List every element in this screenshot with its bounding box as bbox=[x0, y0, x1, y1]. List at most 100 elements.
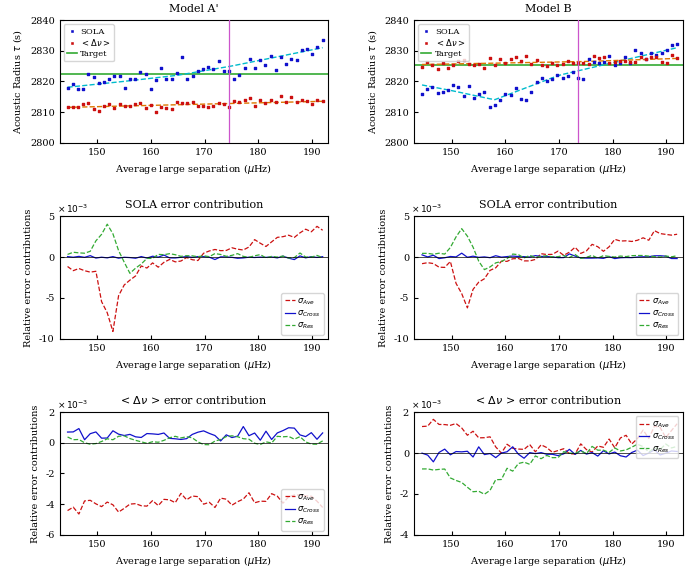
Point bbox=[88, 72, 99, 82]
Point bbox=[88, 105, 99, 114]
X-axis label: Average large separation ($\mu$Hz): Average large separation ($\mu$Hz) bbox=[116, 554, 272, 568]
Point bbox=[223, 102, 235, 112]
Point bbox=[83, 70, 94, 79]
Point bbox=[108, 71, 120, 80]
Point bbox=[312, 95, 323, 105]
Point bbox=[197, 101, 209, 110]
Point bbox=[557, 60, 568, 69]
Point bbox=[594, 53, 605, 62]
Point bbox=[135, 99, 146, 108]
Point bbox=[661, 45, 672, 55]
Point bbox=[140, 104, 151, 113]
Point bbox=[656, 48, 667, 58]
Point bbox=[202, 102, 214, 111]
X-axis label: Average large separation ($\mu$Hz): Average large separation ($\mu$Hz) bbox=[470, 554, 626, 568]
Point bbox=[421, 85, 433, 94]
Point bbox=[281, 59, 292, 68]
Y-axis label: Acoustic Radius $\tau$ (s): Acoustic Radius $\tau$ (s) bbox=[11, 29, 25, 134]
Point bbox=[588, 52, 599, 61]
Point bbox=[72, 85, 83, 94]
Point bbox=[281, 98, 292, 107]
Legend: $\sigma_{Ave}$, $\sigma_{Cross}$, $\sigma_{Res}$: $\sigma_{Ave}$, $\sigma_{Cross}$, $\sigm… bbox=[636, 416, 678, 458]
Point bbox=[521, 52, 532, 61]
Y-axis label: Acoustic Radius $\tau$ (s): Acoustic Radius $\tau$ (s) bbox=[366, 29, 379, 134]
Point bbox=[182, 98, 193, 107]
Point bbox=[130, 74, 141, 83]
Title: SOLA error contribution: SOLA error contribution bbox=[125, 200, 263, 210]
Point bbox=[536, 60, 547, 69]
X-axis label: Average large separation ($\mu$Hz): Average large separation ($\mu$Hz) bbox=[116, 162, 272, 176]
Point bbox=[531, 56, 542, 65]
Point bbox=[161, 74, 172, 83]
Text: $\times\,10^{-3}$: $\times\,10^{-3}$ bbox=[412, 398, 442, 411]
Point bbox=[568, 67, 579, 76]
Point bbox=[296, 95, 307, 104]
Point bbox=[234, 70, 245, 79]
Point bbox=[651, 52, 662, 61]
Text: $\times\,10^{-3}$: $\times\,10^{-3}$ bbox=[412, 202, 442, 215]
Point bbox=[453, 82, 464, 91]
Point bbox=[255, 55, 266, 64]
Point bbox=[438, 58, 449, 67]
Point bbox=[640, 54, 652, 63]
Point bbox=[62, 84, 74, 93]
Point bbox=[197, 64, 209, 74]
Point bbox=[598, 53, 610, 62]
Point bbox=[448, 60, 459, 70]
Point bbox=[453, 56, 464, 66]
Point bbox=[645, 48, 657, 58]
Point bbox=[594, 59, 605, 68]
Point bbox=[468, 94, 480, 103]
Point bbox=[192, 67, 203, 76]
Point bbox=[104, 99, 115, 109]
Point bbox=[463, 81, 475, 90]
Point bbox=[500, 59, 511, 68]
Point bbox=[155, 102, 167, 112]
Point bbox=[604, 59, 615, 68]
Text: $\times\,10^{-3}$: $\times\,10^{-3}$ bbox=[57, 202, 88, 215]
Text: $\times\,10^{-3}$: $\times\,10^{-3}$ bbox=[57, 398, 88, 411]
Point bbox=[114, 72, 125, 81]
Point bbox=[317, 36, 328, 45]
Point bbox=[202, 63, 214, 72]
Point bbox=[166, 74, 177, 83]
Point bbox=[438, 87, 449, 96]
Point bbox=[249, 64, 260, 73]
Point bbox=[583, 55, 594, 64]
Point bbox=[302, 44, 313, 53]
Point bbox=[573, 73, 584, 82]
Point bbox=[494, 55, 505, 64]
Point bbox=[187, 97, 198, 106]
Point bbox=[510, 83, 522, 93]
Point bbox=[489, 101, 500, 110]
Y-axis label: Relative error contributions: Relative error contributions bbox=[31, 404, 40, 543]
Point bbox=[239, 64, 250, 73]
Point bbox=[620, 56, 631, 66]
Point bbox=[630, 45, 641, 55]
Legend: SOLA, $< \Delta\nu >$, Target: SOLA, $< \Delta\nu >$, Target bbox=[64, 24, 114, 62]
Point bbox=[624, 59, 636, 68]
Point bbox=[307, 49, 318, 59]
Point bbox=[99, 77, 110, 86]
Point bbox=[218, 67, 230, 76]
Point bbox=[568, 59, 579, 68]
Point bbox=[573, 59, 584, 68]
Point bbox=[146, 101, 157, 110]
Point bbox=[609, 60, 620, 70]
Legend: $\sigma_{Ave}$, $\sigma_{Cross}$, $\sigma_{Res}$: $\sigma_{Ave}$, $\sigma_{Cross}$, $\sigm… bbox=[281, 489, 324, 531]
Point bbox=[172, 68, 183, 77]
Point bbox=[421, 58, 433, 67]
Point bbox=[286, 92, 297, 101]
Point bbox=[119, 101, 130, 110]
Point bbox=[249, 101, 260, 110]
Point bbox=[635, 53, 646, 62]
Legend: $\sigma_{Ave}$, $\sigma_{Cross}$, $\sigma_{Res}$: $\sigma_{Ave}$, $\sigma_{Cross}$, $\sigm… bbox=[636, 293, 678, 335]
Point bbox=[578, 75, 589, 84]
Point bbox=[557, 73, 568, 82]
Point bbox=[150, 107, 162, 116]
Point bbox=[296, 45, 307, 55]
Point bbox=[588, 57, 599, 66]
Point bbox=[489, 61, 500, 70]
Point bbox=[140, 70, 151, 79]
X-axis label: Average large separation ($\mu$Hz): Average large separation ($\mu$Hz) bbox=[470, 358, 626, 372]
